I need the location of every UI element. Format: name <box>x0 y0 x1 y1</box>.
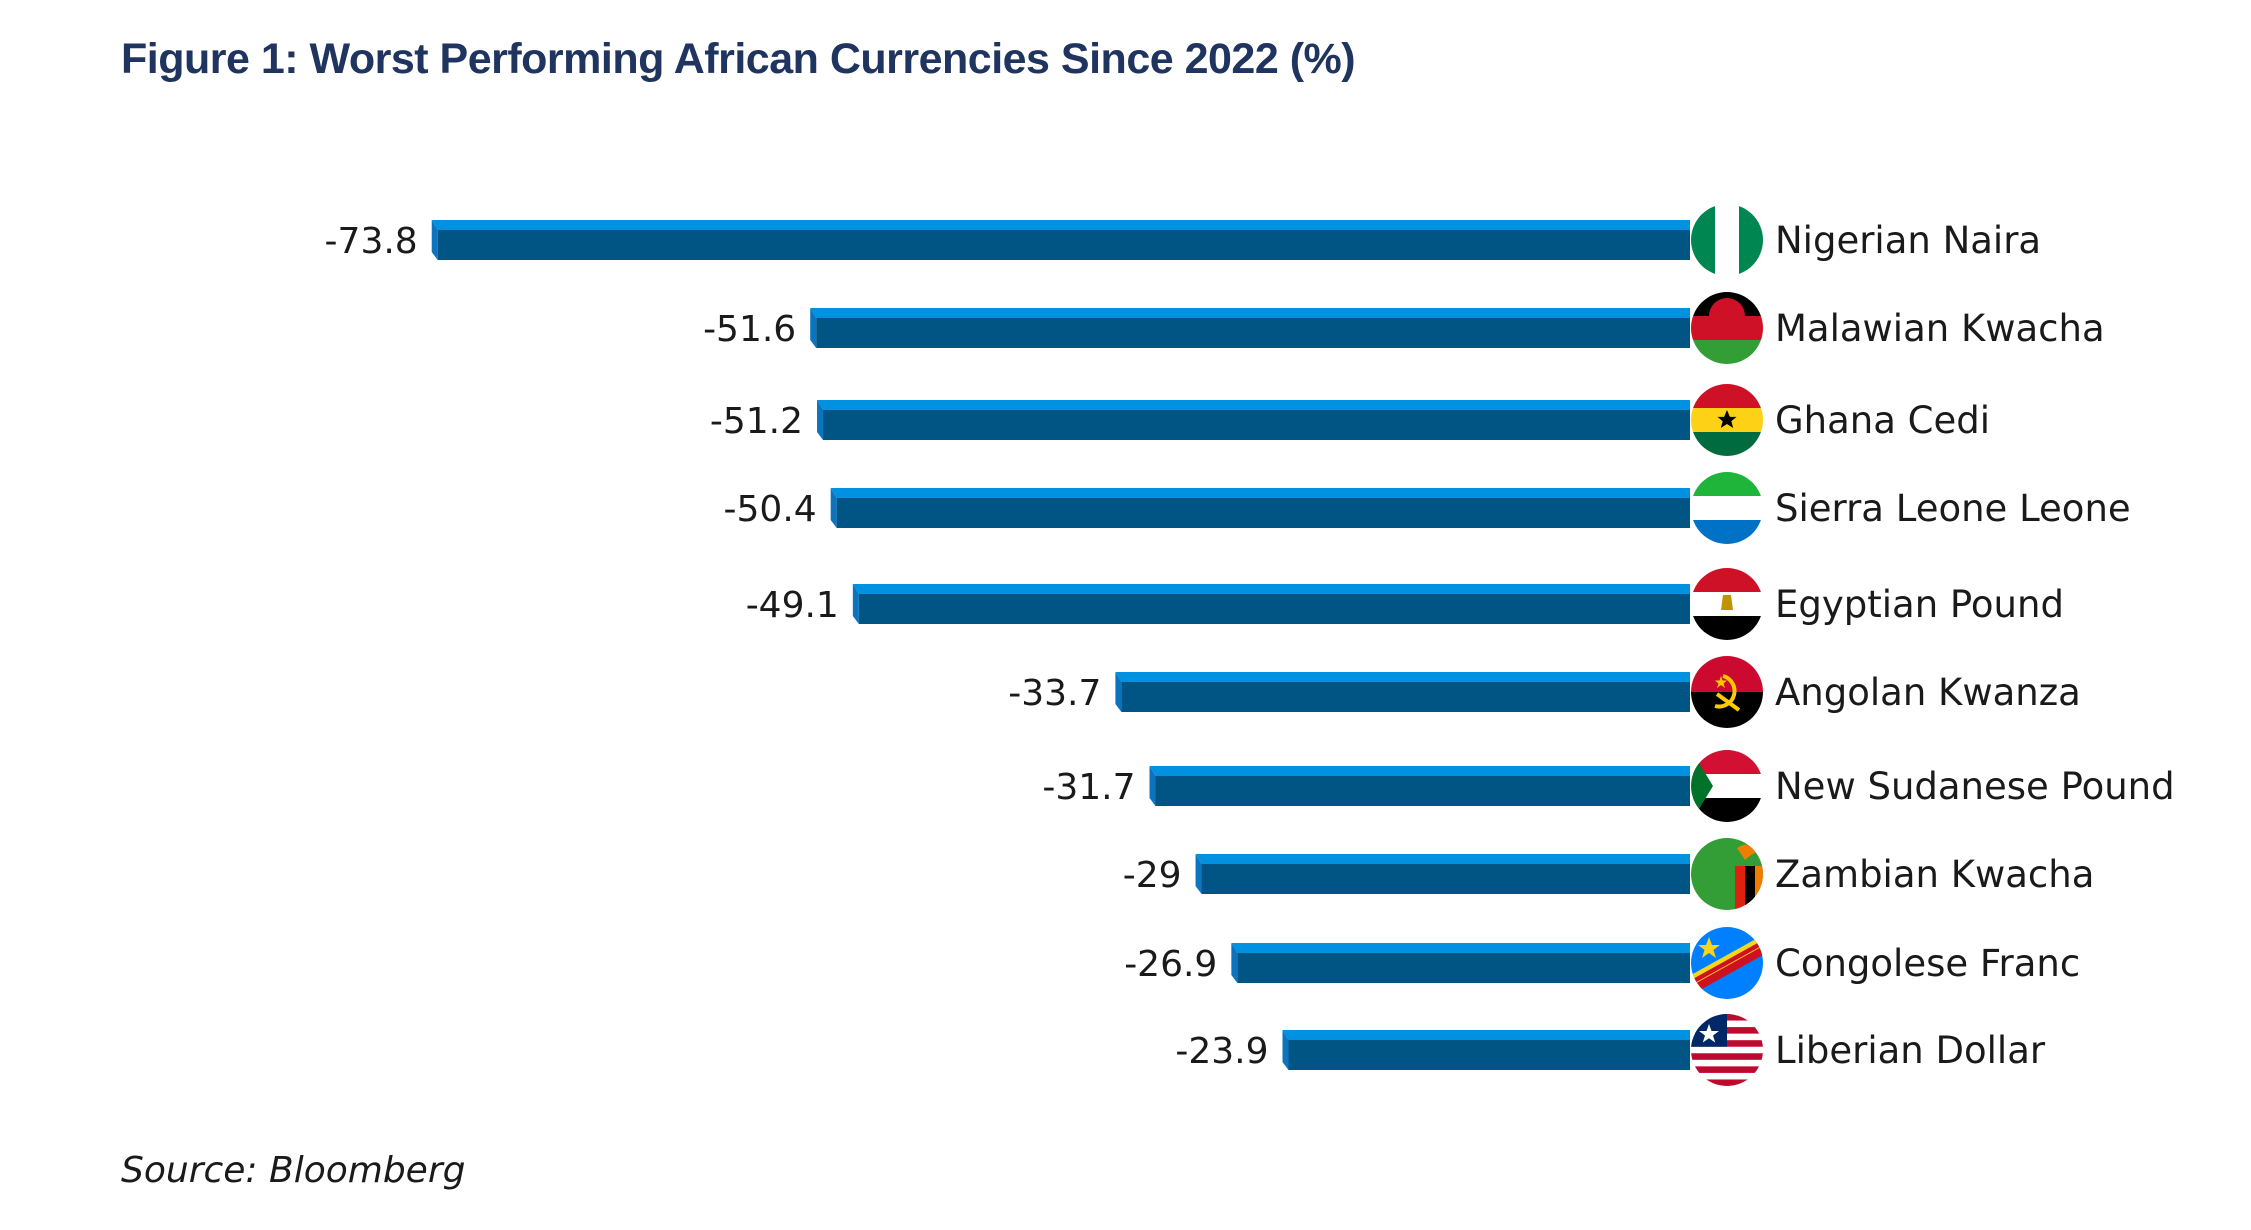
bar-side-face <box>1149 766 1156 806</box>
bar[interactable] <box>858 594 1690 624</box>
bar[interactable] <box>437 230 1691 260</box>
bar-top-face <box>830 488 1690 498</box>
value-label: -29 <box>1123 855 1182 896</box>
bar-top-face <box>1149 766 1690 776</box>
bar[interactable] <box>1155 776 1690 806</box>
value-label: -23.9 <box>1175 1031 1268 1072</box>
bar-top-face <box>817 400 1690 410</box>
bar-row: -31.7 New Sudanese Pound <box>1042 750 2175 822</box>
bar-side-face <box>1115 672 1122 712</box>
bar[interactable] <box>1121 682 1690 712</box>
bar-top-face <box>1115 672 1690 682</box>
bar-row: -26.9 Congolese Franc <box>1124 927 2080 999</box>
bars-group: -73.8 Nigerian Naira-51.6 Malawian Kwacha-… <box>325 204 2175 1086</box>
category-label: Ghana Cedi <box>1775 399 1990 442</box>
category-label: New Sudanese Pound <box>1775 765 2175 808</box>
ghana-flag-icon <box>1691 384 1763 456</box>
bar-top-face <box>810 308 1690 318</box>
value-label: -49.1 <box>746 585 839 626</box>
category-label: Nigerian Naira <box>1775 219 2041 262</box>
bar-side-face <box>810 308 817 348</box>
sierra-leone-flag-icon <box>1691 472 1763 544</box>
category-label: Congolese Franc <box>1775 942 2080 985</box>
bar-row: -29 Zambian Kwacha <box>1123 838 2094 910</box>
bar-row: -49.1 Egyptian Pound <box>746 568 2064 640</box>
bar-side-face <box>431 220 438 260</box>
dr-congo-flag-icon <box>1691 927 1763 999</box>
bar-row: -51.2 Ghana Cedi <box>710 384 1990 456</box>
bar-side-face <box>830 488 837 528</box>
category-label: Egyptian Pound <box>1775 583 2064 626</box>
value-label: -51.2 <box>710 401 803 442</box>
category-label: Malawian Kwacha <box>1775 307 2105 350</box>
bar-top-face <box>1195 854 1690 864</box>
bar-row: -23.9 Liberian Dollar <box>1175 1014 2046 1086</box>
bar-row: -73.8 Nigerian Naira <box>325 204 2041 276</box>
value-label: -33.7 <box>1008 673 1101 714</box>
bar-row: -51.6 Malawian Kwacha <box>703 292 2105 364</box>
bar-side-face <box>817 400 824 440</box>
bar-side-face <box>1282 1030 1289 1070</box>
bar-side-face <box>1195 854 1202 894</box>
bar[interactable] <box>823 410 1690 440</box>
value-label: -51.6 <box>703 309 796 350</box>
value-label: -31.7 <box>1042 767 1135 808</box>
bar-top-face <box>1282 1030 1690 1040</box>
category-label: Angolan Kwanza <box>1775 671 2081 714</box>
bar-row: -50.4 Sierra Leone Leone <box>724 472 2131 544</box>
malawi-flag-icon <box>1691 292 1763 364</box>
liberia-flag-icon <box>1691 1014 1763 1086</box>
category-label: Sierra Leone Leone <box>1775 487 2131 530</box>
bar[interactable] <box>816 318 1690 348</box>
category-label: Zambian Kwacha <box>1775 853 2094 896</box>
egypt-flag-icon <box>1691 568 1763 640</box>
source-note: Source: Bloomberg <box>121 1150 466 1191</box>
bar[interactable] <box>836 498 1690 528</box>
bar-top-face <box>1231 943 1690 953</box>
value-label: -73.8 <box>325 221 418 262</box>
value-label: -26.9 <box>1124 944 1217 985</box>
bar[interactable] <box>1237 953 1690 983</box>
bar[interactable] <box>1201 864 1690 894</box>
chart-title: Figure 1: Worst Performing African Curre… <box>121 35 1356 83</box>
bar-top-face <box>431 220 1691 230</box>
bar-top-face <box>852 584 1690 594</box>
angola-flag-icon <box>1691 656 1763 728</box>
bar-side-face <box>1231 943 1238 983</box>
bar-row: -33.7 Angolan Kwanza <box>1008 656 2081 728</box>
bar-side-face <box>852 584 859 624</box>
sudan-flag-icon <box>1691 750 1763 822</box>
zambia-flag-icon <box>1691 838 1763 910</box>
value-label: -50.4 <box>724 489 817 530</box>
bar[interactable] <box>1288 1040 1690 1070</box>
category-label: Liberian Dollar <box>1775 1029 2046 1072</box>
nigeria-flag-icon <box>1691 204 1763 276</box>
